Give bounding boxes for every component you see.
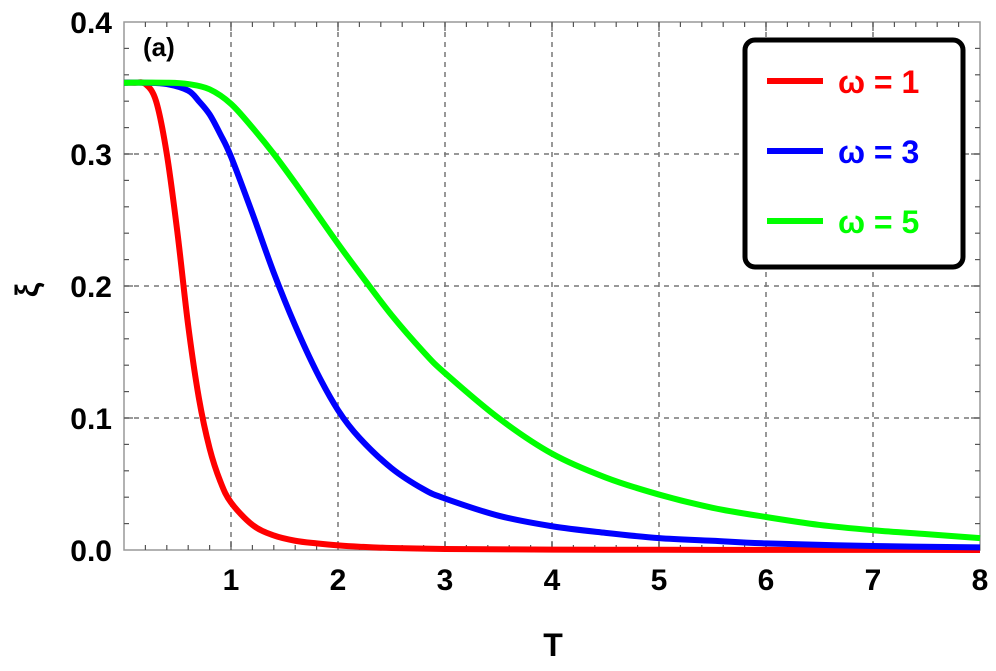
x-axis-title: T bbox=[543, 627, 563, 663]
y-tick-label: 0.3 bbox=[70, 139, 112, 172]
series-line-omega-5 bbox=[123, 79, 981, 542]
panel-label: (a) bbox=[143, 32, 175, 62]
y-tick-label: 0.2 bbox=[70, 271, 112, 304]
legend-label-omega-3: ω = 3 bbox=[838, 134, 919, 170]
y-tick-label: 0.1 bbox=[70, 403, 112, 436]
x-tick-label: 5 bbox=[651, 564, 668, 597]
y-axis-title: ξ bbox=[9, 282, 45, 297]
series-line-omega-1 bbox=[123, 79, 981, 553]
legend: ω = 1 ω = 3 ω = 5 bbox=[742, 37, 966, 270]
y-tick-label: 0.4 bbox=[70, 7, 112, 40]
legend-label-omega-1: ω = 1 bbox=[838, 64, 919, 100]
x-tick-labels: 1 2 3 4 5 6 7 8 bbox=[223, 564, 989, 597]
legend-box bbox=[742, 37, 966, 270]
x-tick-label: 6 bbox=[758, 564, 775, 597]
y-tick-labels: 0.0 0.1 0.2 0.3 0.4 bbox=[70, 7, 112, 568]
x-tick-label: 4 bbox=[544, 564, 561, 597]
series-line-omega-3 bbox=[123, 79, 981, 551]
y-tick-label: 0.0 bbox=[70, 535, 112, 568]
x-tick-label: 1 bbox=[223, 564, 240, 597]
series-lines bbox=[123, 79, 981, 553]
x-tick-label: 8 bbox=[972, 564, 989, 597]
legend-label-omega-5: ω = 5 bbox=[838, 204, 919, 240]
x-tick-label: 7 bbox=[865, 564, 882, 597]
x-tick-label: 2 bbox=[330, 564, 347, 597]
grid-lines bbox=[124, 22, 980, 550]
x-tick-label: 3 bbox=[437, 564, 454, 597]
